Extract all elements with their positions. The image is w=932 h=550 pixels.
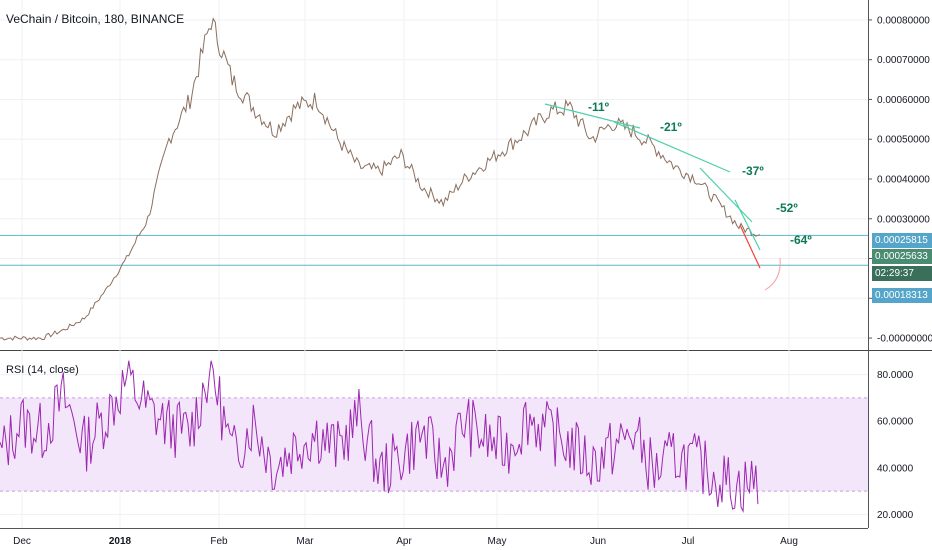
trend-line [613, 121, 731, 173]
y-tick-label: 0.00050000 [877, 135, 930, 146]
x-axis-ticks: Dec 2018 Feb Mar Apr May Jun Jul Aug [13, 536, 798, 547]
angle-label: -64º [790, 233, 812, 247]
x-tick-label: May [488, 536, 507, 547]
rsi-tick-label: 40.0000 [877, 463, 914, 474]
trend-line [739, 224, 761, 269]
x-tick-label: Feb [210, 536, 228, 547]
rsi-line [0, 360, 759, 513]
rsi-tick-label: 60.0000 [877, 417, 914, 428]
rsi-series [0, 360, 759, 513]
angle-arc [764, 257, 781, 291]
last-price-label: 0.00025633 [872, 249, 932, 264]
angle-label: -52º [776, 201, 798, 215]
y-tick-label: 0.00080000 [877, 15, 930, 26]
countdown-label: 02:29:37 [872, 266, 932, 281]
trend-lines [544, 103, 781, 291]
rsi-title: RSI (14, close) [6, 364, 79, 376]
main-panel[interactable] [0, 0, 868, 350]
x-tick-label: Jun [590, 536, 606, 547]
y-tick-label: 0.00070000 [877, 55, 930, 66]
trend-line [734, 199, 761, 251]
x-tick-label: Mar [296, 536, 314, 547]
support-price-label: 0.00018313 [872, 288, 932, 303]
rsi-axis-ticks: 80.0000 60.0000 40.0000 20.0000 [877, 370, 914, 521]
y-tick-label: 0.00040000 [877, 174, 930, 185]
x-tick-label: 2018 [109, 536, 132, 547]
chart-title: VeChain / Bitcoin, 180, BINANCE [6, 12, 185, 26]
horizontal-lines [0, 234, 868, 266]
price-series [0, 17, 761, 341]
trend-line [699, 167, 753, 223]
resistance-price-label: 0.00025815 [872, 233, 932, 248]
x-tick-label: Dec [13, 536, 31, 547]
x-tick-label: Jul [682, 536, 695, 547]
rsi-tick-label: 20.0000 [877, 510, 914, 521]
angle-label: -21º [660, 120, 682, 134]
x-tick-label: Apr [396, 536, 412, 547]
trend-line [544, 103, 641, 129]
x-tick-label: Aug [780, 536, 798, 547]
rsi-tick-label: 80.0000 [877, 370, 914, 381]
angle-annotations: -11º -21º -37º -52º -64º [588, 100, 812, 247]
price-line [0, 17, 761, 341]
y-tick-label: 0.00060000 [877, 95, 930, 106]
y-tick-label: -0.00000000 [877, 334, 932, 345]
angle-label: -11º [588, 100, 610, 114]
y-tick-label: 0.00030000 [877, 214, 930, 225]
angle-label: -37º [742, 164, 764, 178]
